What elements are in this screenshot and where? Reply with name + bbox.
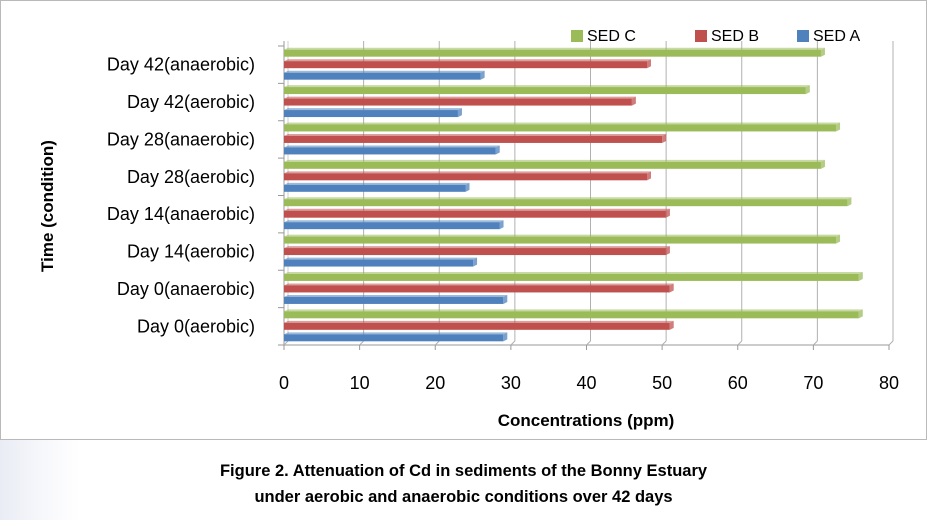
y-axis-title: Time (condition) [38, 140, 57, 272]
bar-sed-c-day-28-anaerobic [284, 122, 841, 132]
bar-sed-b-day-0-anaerobic [284, 283, 674, 293]
gridline-floor [737, 340, 743, 346]
x-tick-label: 70 [803, 373, 823, 393]
bar-sed-b-day-42-anaerobic [284, 59, 651, 69]
bar-sed-a-day-42-anaerobic [284, 70, 485, 80]
bar-sed-c-day-14-anaerobic [284, 197, 852, 207]
gridline-floor [661, 340, 667, 346]
bar-sed-c-day-0-anaerobic [284, 271, 863, 281]
bar-sed-c-day-0-aerobic [284, 309, 863, 319]
legend-swatch-sed-b [695, 30, 707, 42]
legend-swatch-sed-a [797, 30, 809, 42]
y-tick-label: Day 42(aerobic) [127, 92, 255, 112]
gridline-floor [510, 340, 516, 346]
bar-sed-c-day-42-anaerobic [284, 47, 825, 57]
gridline-floor [283, 340, 289, 346]
bar-sed-b-day-0-aerobic [284, 320, 674, 330]
x-tick-label: 80 [879, 373, 899, 393]
chart-svg: 0 10 20 30 40 50 60 70 80 Day 0(aerobic) Day 0(ana… [38, 28, 899, 430]
caption-line-2: under aerobic and anaerobic conditions o… [254, 488, 673, 506]
x-tick-label: 60 [728, 373, 748, 393]
x-tick-label: 20 [425, 373, 445, 393]
bar-sed-a-day-42-aerobic [284, 108, 462, 118]
bar-sed-b-day-14-aerobic [284, 246, 670, 256]
x-tick-label: 50 [652, 373, 672, 393]
y-tick-label: Day 28(aerobic) [127, 167, 255, 187]
gridline-floor [586, 340, 591, 346]
x-tick-label: 30 [501, 373, 521, 393]
y-tick-label: Day 0(aerobic) [137, 316, 255, 336]
figure-caption: Figure 2. Attenuation of Cd in sediments… [0, 458, 927, 510]
y-tick-label: Day 14(anaerobic) [107, 204, 255, 224]
legend-label-sed-a: SED A [813, 28, 860, 45]
caption-line-1: Figure 2. Attenuation of Cd in sediments… [219, 462, 708, 480]
y-tick-label: Day 28(anaerobic) [107, 129, 255, 149]
y-tick-label: Day 0(anaerobic) [117, 279, 255, 299]
x-tick-label: 0 [279, 373, 289, 393]
bar-sed-b-day-42-aerobic [284, 96, 636, 106]
bar-sed-c-day-28-aerobic [284, 159, 825, 169]
legend-swatch-sed-c [571, 30, 583, 42]
legend-label-sed-c: SED C [587, 28, 636, 45]
bar-sed-a-day-0-aerobic [284, 332, 508, 342]
bar-sed-a-day-28-anaerobic [284, 145, 500, 155]
bar-sed-a-day-14-anaerobic [284, 220, 504, 230]
gridline-floor [434, 340, 440, 346]
gridline-floor [813, 340, 818, 346]
gridline-floor [359, 340, 364, 346]
bar-sed-a-day-14-aerobic [284, 257, 478, 267]
y-tick-label: Day 42(anaerobic) [107, 55, 255, 75]
gridline-floor [888, 340, 894, 346]
bar-sed-c-day-14-aerobic [284, 234, 841, 244]
bar-sed-b-day-14-anaerobic [284, 208, 670, 218]
x-tick-label: 10 [350, 373, 370, 393]
bar-sed-b-day-28-aerobic [284, 171, 651, 181]
x-tick-label: 40 [576, 373, 596, 393]
bar-sed-c-day-42-aerobic [284, 85, 810, 95]
bar-sed-a-day-28-aerobic [284, 182, 470, 192]
bar-sed-b-day-28-anaerobic [284, 133, 667, 143]
legend-label-sed-b: SED B [711, 28, 759, 45]
bar-sed-a-day-0-anaerobic [284, 294, 508, 304]
y-tick-label: Day 14(aerobic) [127, 242, 255, 262]
x-axis-title: Concentrations (ppm) [498, 411, 675, 430]
chart-area: 0 10 20 30 40 50 60 70 80 Day 0(aerobic) Day 0(ana… [0, 0, 927, 440]
